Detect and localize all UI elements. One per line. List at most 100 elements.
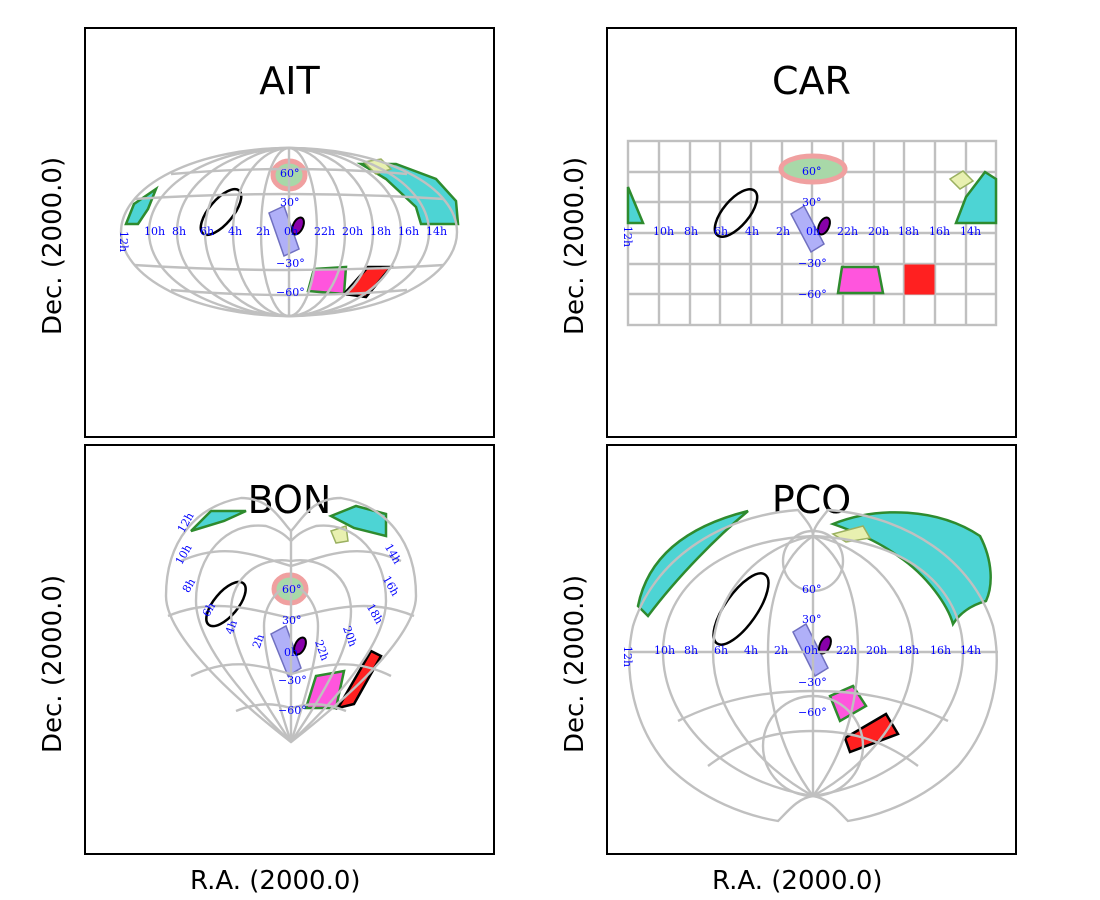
car-ra-ticks: 12h 10h 8h 6h 4h 2h 0h 22h 20h 18h 16h 1…: [621, 225, 981, 247]
bon-cyan-region-right: [328, 504, 388, 538]
xlabel-bon: R.A. (2000.0): [190, 866, 361, 896]
svg-text:16h: 16h: [930, 644, 951, 657]
svg-text:22h: 22h: [837, 225, 858, 238]
svg-text:18h: 18h: [898, 644, 919, 657]
svg-text:0h: 0h: [806, 225, 820, 238]
pco-dec-ticks: 60° 30° −30° −60°: [798, 583, 827, 719]
ait-graticule: [119, 146, 459, 318]
svg-text:16h: 16h: [929, 225, 950, 238]
ait-dec-ticks: 60° 30° −30° −60°: [276, 167, 305, 299]
car-purple-ellipse: [817, 216, 831, 236]
car-red-box: [904, 264, 935, 295]
ylabel-car: Dec. (2000.0): [560, 156, 590, 335]
svg-text:12h: 12h: [621, 226, 634, 247]
svg-text:60°: 60°: [280, 167, 300, 180]
pco-magenta-box: [828, 684, 868, 723]
pco-blue-box: [792, 622, 829, 678]
svg-text:6h: 6h: [714, 644, 728, 657]
svg-text:6h: 6h: [200, 600, 218, 619]
svg-text:16h: 16h: [398, 225, 419, 238]
svg-text:14h: 14h: [382, 542, 404, 567]
svg-text:4h: 4h: [228, 225, 242, 238]
svg-text:−60°: −60°: [798, 706, 827, 719]
panel-title-ait: AIT: [259, 59, 320, 103]
svg-text:4h: 4h: [745, 225, 759, 238]
car-cyan-region-left: [626, 186, 645, 225]
ait-blue-box: [268, 204, 300, 258]
svg-text:2h: 2h: [776, 225, 790, 238]
panel-pco: PCO 12h 10h 8h: [606, 444, 1017, 855]
svg-text:10h: 10h: [653, 225, 674, 238]
svg-text:0h: 0h: [284, 646, 298, 659]
svg-text:2h: 2h: [256, 225, 270, 238]
bon-red-box: [335, 649, 383, 710]
svg-text:30°: 30°: [282, 614, 302, 627]
ait-cyan-region-right: [356, 162, 460, 226]
svg-text:10h: 10h: [654, 644, 675, 657]
svg-text:14h: 14h: [960, 644, 981, 657]
panel-title-bon: BON: [247, 478, 332, 522]
bon-projection-plot: 12h 10h 8h 6h 4h 2h 0h 22h 20h 18h 16h 1…: [164, 496, 418, 744]
car-yellow-region: [948, 170, 975, 190]
panel-ait: AIT 12h 10h 8h 6h: [84, 27, 495, 438]
svg-text:18h: 18h: [898, 225, 919, 238]
bon-cyan-region-left: [190, 509, 247, 533]
svg-text:20h: 20h: [866, 644, 887, 657]
pco-black-ellipse: [712, 572, 770, 646]
car-cyan-region-right: [954, 170, 998, 225]
svg-text:−30°: −30°: [278, 674, 307, 687]
pco-ra-ticks: 12h 10h 8h 6h 4h 2h 0h 22h 20h 18h 16h 1…: [621, 644, 981, 667]
svg-text:4h: 4h: [744, 644, 758, 657]
ylabel-bon: Dec. (2000.0): [38, 574, 68, 753]
panel-title-pco: PCO: [771, 478, 852, 522]
pco-projection-plot: 12h 10h 8h 6h 4h 2h 0h 22h 20h 18h 16h 1…: [621, 508, 998, 823]
svg-text:8h: 8h: [180, 576, 198, 595]
pco-graticule: [628, 508, 998, 823]
svg-text:4h: 4h: [223, 618, 240, 636]
ylabel-pco: Dec. (2000.0): [560, 574, 590, 753]
svg-text:8h: 8h: [684, 225, 698, 238]
svg-text:18h: 18h: [370, 225, 391, 238]
svg-text:10h: 10h: [144, 225, 165, 238]
svg-text:30°: 30°: [802, 613, 822, 626]
ait-projection-plot: 12h 10h 8h 6h 4h 2h 0h 22h 20h 18h 16h 1…: [117, 146, 460, 318]
svg-text:30°: 30°: [802, 196, 822, 209]
bon-dec-ticks: 60° 30° −30° −60°: [278, 583, 307, 717]
car-pink-ellipse: [778, 153, 848, 185]
svg-text:20h: 20h: [868, 225, 889, 238]
xlabel-pco: R.A. (2000.0): [712, 866, 883, 896]
bon-black-ellipse: [205, 580, 247, 628]
car-magenta-box: [836, 265, 885, 295]
bon-graticule: [164, 496, 418, 744]
svg-text:12h: 12h: [621, 646, 634, 667]
car-blue-box: [790, 204, 825, 254]
svg-text:20h: 20h: [342, 225, 363, 238]
svg-text:−30°: −30°: [798, 676, 827, 689]
svg-text:−30°: −30°: [276, 257, 305, 270]
svg-text:−60°: −60°: [278, 704, 307, 717]
svg-text:60°: 60°: [802, 165, 822, 178]
svg-text:60°: 60°: [802, 583, 822, 596]
svg-text:8h: 8h: [684, 644, 698, 657]
svg-text:−60°: −60°: [798, 288, 827, 301]
pco-cyan-region-left: [636, 509, 749, 618]
car-black-ellipse: [713, 188, 759, 238]
svg-text:2h: 2h: [250, 632, 267, 650]
svg-text:20h: 20h: [340, 624, 359, 648]
svg-text:22h: 22h: [836, 644, 857, 657]
svg-text:0h: 0h: [284, 225, 298, 238]
ait-purple-ellipse: [291, 216, 305, 236]
panel-title-car: CAR: [772, 59, 851, 103]
svg-text:22h: 22h: [314, 225, 335, 238]
svg-text:60°: 60°: [282, 583, 302, 596]
svg-text:−60°: −60°: [276, 286, 305, 299]
car-projection-plot: 12h 10h 8h 6h 4h 2h 0h 22h 20h 18h 16h 1…: [621, 139, 998, 327]
car-dec-ticks: 60° 30° −30° −60°: [798, 165, 827, 301]
svg-text:8h: 8h: [172, 225, 186, 238]
svg-text:0h: 0h: [804, 644, 818, 657]
pco-red-box: [843, 712, 900, 754]
bon-purple-ellipse: [293, 636, 307, 656]
panel-bon: BON 12h 10h 8h: [84, 444, 495, 855]
svg-text:30°: 30°: [280, 196, 300, 209]
svg-text:14h: 14h: [960, 225, 981, 238]
